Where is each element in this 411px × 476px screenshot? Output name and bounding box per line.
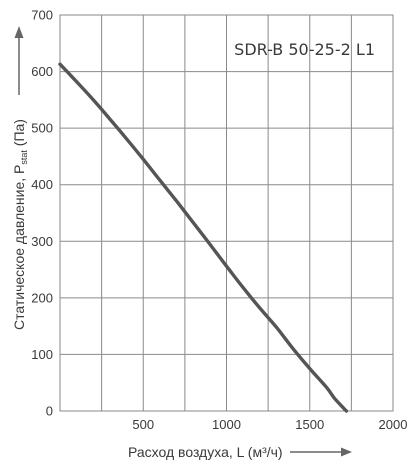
model-label: SDR-B 50-25-2 L1 [234,40,375,59]
x-tick-label: 500 [132,417,154,432]
x-axis-arrow-head [341,447,352,457]
plot-frame [59,14,394,412]
y-axis-label-suffix: (Па) [11,119,27,150]
y-tick-label: 500 [31,121,53,136]
y-tick-label: 0 [46,404,53,419]
y-axis-label-subscript: stat [19,150,29,165]
y-tick-label: 300 [31,234,53,249]
y-tick-labels: 0 100 200 300 400 500 600 700 [31,8,53,419]
y-tick-label: 100 [31,347,53,362]
x-tick-label: 2000 [379,417,408,432]
x-tick-labels: 500 1000 1500 2000 [132,417,407,432]
y-axis-label-prefix: Статическое давление, P [11,165,27,330]
y-axis-arrow-head [14,26,24,38]
y-tick-label: 400 [31,177,53,192]
x-axis-label: Расход воздуха, L (м³/ч) [128,444,283,460]
fan-curve-line [58,62,349,413]
y-axis-label: Статическое давление, Pstat (Па) [11,119,29,330]
y-tick-label: 600 [31,64,53,79]
x-tick-label: 1500 [295,417,324,432]
grid [60,15,393,411]
x-tick-label: 1000 [212,417,241,432]
y-tick-label: 200 [31,290,53,305]
y-tick-label: 700 [31,8,53,23]
